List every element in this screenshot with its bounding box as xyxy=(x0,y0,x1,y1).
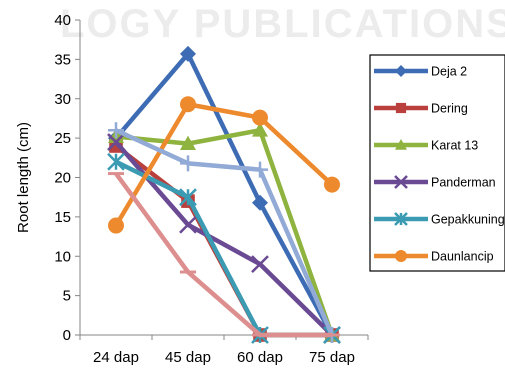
x-tick-label: 75 dap xyxy=(309,349,355,366)
marker xyxy=(180,155,196,172)
x-tick-label: 45 dap xyxy=(165,349,211,366)
marker xyxy=(394,212,408,226)
series-unlabeled-7 xyxy=(108,172,340,338)
y-tick-label: 30 xyxy=(54,91,71,108)
legend-label: Gepakkuning xyxy=(431,213,505,227)
legend-label: Karat 13 xyxy=(431,139,478,153)
marker xyxy=(180,135,196,151)
y-tick-label: 35 xyxy=(54,51,71,68)
series-line xyxy=(114,102,334,227)
marker xyxy=(395,139,407,150)
axes: 0 5 10 15 20 25 30 35 40 24 dap 45 dap 60 dap 75 dap… xyxy=(15,12,369,366)
series-line xyxy=(114,51,334,337)
marker xyxy=(179,188,197,207)
series-layer xyxy=(107,45,341,344)
series-panderman xyxy=(107,133,341,344)
series-line xyxy=(114,172,332,338)
series-line xyxy=(115,128,335,336)
y-tick-label: 0 xyxy=(63,327,71,344)
legend-entry: Gepakkuning xyxy=(374,212,505,227)
legend-box xyxy=(369,54,505,272)
legend-label: Panderman xyxy=(431,176,496,190)
marker xyxy=(394,175,408,189)
y-tick-label: 15 xyxy=(54,209,71,226)
legend-entry: Panderman xyxy=(374,175,496,190)
marker xyxy=(252,161,268,178)
marker xyxy=(180,45,196,62)
marker xyxy=(395,250,407,262)
legend: Deja 2 Dering Karat 13 Panderman Gepakkuning… xyxy=(369,54,505,272)
series-deja-2 xyxy=(108,45,340,343)
y-axis-label: Root length (cm) xyxy=(15,122,32,233)
y-tick-label: 40 xyxy=(54,12,71,29)
marker xyxy=(251,255,269,274)
marker xyxy=(324,176,340,193)
series-line xyxy=(114,140,334,337)
y-tick-label: 10 xyxy=(54,248,71,265)
x-tick-label: 24 dap xyxy=(93,349,139,366)
y-tick-label: 5 xyxy=(63,288,71,305)
legend-label: Dering xyxy=(431,102,468,116)
marker xyxy=(180,96,196,113)
legend-label: Deja 2 xyxy=(431,65,467,79)
legend-entry: Karat 13 xyxy=(374,139,478,153)
series-line xyxy=(115,128,335,336)
marker xyxy=(252,122,268,137)
marker xyxy=(252,194,268,211)
marker xyxy=(179,215,197,234)
legend-entry: Dering xyxy=(374,102,468,116)
marker xyxy=(395,102,407,114)
legend-entry: Deja 2 xyxy=(374,65,467,79)
series-dering xyxy=(109,139,339,342)
marker xyxy=(107,133,125,151)
marker xyxy=(108,122,124,139)
y-tick-label: 20 xyxy=(54,170,71,187)
legend-label: Daunlancip xyxy=(431,250,494,264)
marker xyxy=(107,152,125,171)
legend-entry: Daunlancip xyxy=(374,250,494,264)
marker xyxy=(252,109,268,126)
series-daunlancip xyxy=(108,96,340,234)
x-tick-label: 60 dap xyxy=(237,349,283,366)
marker xyxy=(395,65,407,77)
watermark: LOGY PUBLICATIONS xyxy=(60,2,505,46)
marker xyxy=(108,217,124,234)
y-tick-label: 25 xyxy=(54,130,71,147)
